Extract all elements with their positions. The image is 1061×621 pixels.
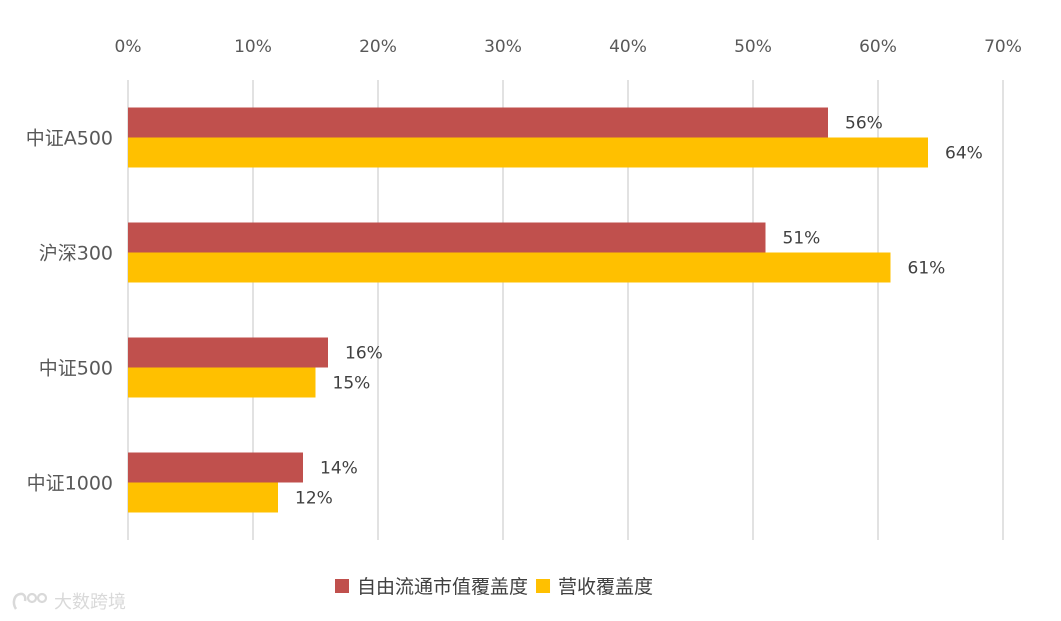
data-label: 56% <box>845 114 883 134</box>
bar <box>128 337 328 368</box>
category-label: 中证1000 <box>27 473 113 495</box>
data-label: 15% <box>333 374 371 394</box>
bar <box>128 222 766 253</box>
x-tick-label: 40% <box>609 37 647 57</box>
watermark: 大数跨境 <box>10 588 126 614</box>
data-label: 64% <box>945 144 983 164</box>
data-label: 51% <box>783 229 821 249</box>
category-label: 中证500 <box>39 358 113 380</box>
x-tick-label: 50% <box>734 37 772 57</box>
bar <box>128 367 316 398</box>
bar <box>128 107 828 138</box>
bar <box>128 482 278 513</box>
bar <box>128 452 303 483</box>
category-label: 中证A500 <box>26 128 113 150</box>
data-label: 16% <box>345 344 383 364</box>
watermark-text: 大数跨境 <box>54 592 126 613</box>
x-tick-label: 70% <box>984 37 1022 57</box>
x-tick-label: 30% <box>484 37 522 57</box>
legend-label: 营收覆盖度 <box>558 576 653 598</box>
bar <box>128 137 928 168</box>
x-tick-label: 60% <box>859 37 897 57</box>
x-tick-label: 20% <box>359 37 397 57</box>
bar <box>128 252 891 283</box>
dashuju-logo-icon <box>12 592 48 610</box>
legend-swatch <box>335 579 349 593</box>
x-tick-label: 10% <box>234 37 272 57</box>
x-tick-label: 0% <box>115 37 142 57</box>
legend-swatch <box>536 579 551 593</box>
category-label: 沪深300 <box>39 243 113 265</box>
legend-label: 自由流通市值覆盖度 <box>357 576 528 598</box>
data-label: 14% <box>320 459 358 479</box>
data-label: 61% <box>908 259 946 279</box>
data-label: 12% <box>295 489 333 509</box>
